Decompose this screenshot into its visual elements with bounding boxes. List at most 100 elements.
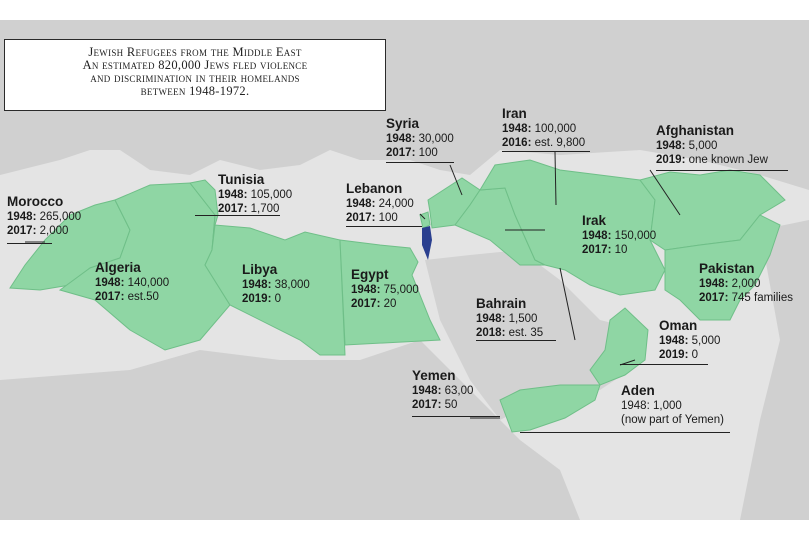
- year-2: 2017:: [7, 225, 37, 237]
- underline-tunisia: [195, 215, 280, 216]
- country-name: Syria: [386, 116, 420, 131]
- country-name: Afghanistan: [656, 123, 735, 138]
- country-name: Lebanon: [346, 181, 403, 196]
- count-2: 0: [271, 293, 282, 305]
- count-2: 1,700: [247, 203, 280, 215]
- label-morocco: Morocco 1948: 265,000 2017: 2,000: [7, 194, 81, 238]
- year-2: 2017:: [95, 291, 125, 303]
- country-name: Tunisia: [218, 172, 265, 187]
- year-1: 1948:: [476, 313, 506, 325]
- highlighted-countries: [9, 159, 786, 433]
- year-2: 2017:: [699, 292, 729, 304]
- country-name: Yemen: [412, 368, 456, 383]
- underline-morocco: [7, 243, 52, 244]
- year-2: 2017:: [412, 399, 442, 411]
- underline-bahrain: [476, 340, 556, 341]
- country-name: Oman: [659, 318, 698, 333]
- title-line-3: and discrimination in their homelands: [90, 71, 300, 85]
- count-1: 140,000: [124, 277, 170, 289]
- count-2: 0: [688, 349, 699, 361]
- count-2: (now part of Yemen): [621, 414, 724, 426]
- count-2: 50: [441, 399, 458, 411]
- year-1: 1948:: [502, 123, 532, 135]
- count-1: 38,000: [271, 279, 310, 291]
- country-name: Egypt: [351, 267, 389, 282]
- country-name: Libya: [242, 262, 278, 277]
- count-1: 1948: 1,000: [621, 400, 682, 412]
- year-1: 1948:: [346, 198, 376, 210]
- land-india: [740, 220, 809, 520]
- count-2: 20: [380, 298, 397, 310]
- label-iran: Iran 1948: 100,000 2016: est. 9,800: [502, 106, 585, 150]
- title-line-2: An estimated 820,000 Jews fled violence: [82, 58, 308, 72]
- title-line-4: between 1948-1972.: [140, 84, 250, 98]
- count-1: 5,000: [685, 140, 718, 152]
- country-name: Pakistan: [699, 261, 755, 276]
- underline-aden: [520, 432, 730, 433]
- year-2: 2017:: [218, 203, 248, 215]
- year-1: 1948:: [659, 335, 689, 347]
- label-egypt: Egypt 1948: 75,000 2017: 20: [351, 267, 419, 311]
- year-1: 1948:: [699, 278, 729, 290]
- year-2: 2017:: [351, 298, 381, 310]
- label-aden: Aden 1948: 1,000 (now part of Yemen): [621, 383, 724, 427]
- year-2: 2017:: [386, 147, 416, 159]
- label-bahrain: Bahrain 1948: 1,500 2018: est. 35: [476, 296, 543, 340]
- underline-iran: [502, 151, 590, 152]
- label-libya: Libya 1948: 38,000 2019: 0: [242, 262, 310, 306]
- count-2: 745 families: [728, 292, 793, 304]
- land-arabia: [425, 250, 645, 420]
- region-pakistan: [664, 214, 781, 321]
- count-1: 30,000: [415, 133, 454, 145]
- year-2: 2019:: [242, 293, 272, 305]
- year-2: 2018:: [476, 327, 506, 339]
- label-tunisia: Tunisia 1948: 105,000 2017: 1,700: [218, 172, 292, 216]
- count-1: 105,000: [247, 189, 293, 201]
- year-2: 2019:: [656, 154, 686, 166]
- count-2: 2,000: [36, 225, 69, 237]
- country-name: Bahrain: [476, 296, 527, 311]
- count-2: est. 35: [505, 327, 544, 339]
- country-name: Aden: [621, 383, 655, 398]
- count-2: est. 9,800: [531, 137, 586, 149]
- label-yemen: Yemen 1948: 63,00 2017: 50: [412, 368, 473, 412]
- count-1: 1,500: [505, 313, 538, 325]
- count-2: est.50: [124, 291, 159, 303]
- region-israel: [422, 226, 432, 260]
- count-1: 100,000: [531, 123, 577, 135]
- count-1: 150,000: [611, 230, 657, 242]
- label-lebanon: Lebanon 1948: 24,000 2017: 100: [346, 181, 414, 225]
- label-syria: Syria 1948: 30,000 2017: 100: [386, 116, 454, 160]
- count-2: one known Jew: [685, 154, 768, 166]
- underline-yemen: [412, 416, 500, 417]
- label-afghanistan: Afghanistan 1948: 5,000 2019: one known …: [656, 123, 768, 167]
- underline-lebanon: [346, 226, 422, 227]
- map-title-box: Jewish Refugees from the Middle East An …: [4, 39, 386, 111]
- year-1: 1948:: [218, 189, 248, 201]
- label-algeria: Algeria 1948: 140,000 2017: est.50: [95, 260, 169, 304]
- country-name: Iran: [502, 106, 527, 121]
- year-1: 1948:: [582, 230, 612, 242]
- leader-lines: [25, 151, 681, 419]
- year-1: 1948:: [351, 284, 381, 296]
- year-2: 2016:: [502, 137, 532, 149]
- year-2: 2017:: [582, 244, 612, 256]
- underline-afghanistan: [656, 170, 788, 171]
- year-2: 2019:: [659, 349, 689, 361]
- year-1: 1948:: [412, 385, 442, 397]
- country-name: Irak: [582, 213, 607, 228]
- year-1: 1948:: [242, 279, 272, 291]
- count-2: 10: [611, 244, 628, 256]
- region-oman: [589, 307, 649, 386]
- count-1: 5,000: [688, 335, 721, 347]
- count-1: 75,000: [380, 284, 419, 296]
- title-line-1: Jewish Refugees from the Middle East: [88, 45, 302, 59]
- land-africa-south: [0, 340, 580, 520]
- region-tunisia: [189, 179, 219, 251]
- country-name: Algeria: [95, 260, 141, 275]
- year-1: 1948:: [7, 211, 37, 223]
- label-oman: Oman 1948: 5,000 2019: 0: [659, 318, 720, 362]
- underline-oman: [620, 364, 708, 365]
- count-1: 265,000: [36, 211, 82, 223]
- region-yemen: [499, 384, 601, 433]
